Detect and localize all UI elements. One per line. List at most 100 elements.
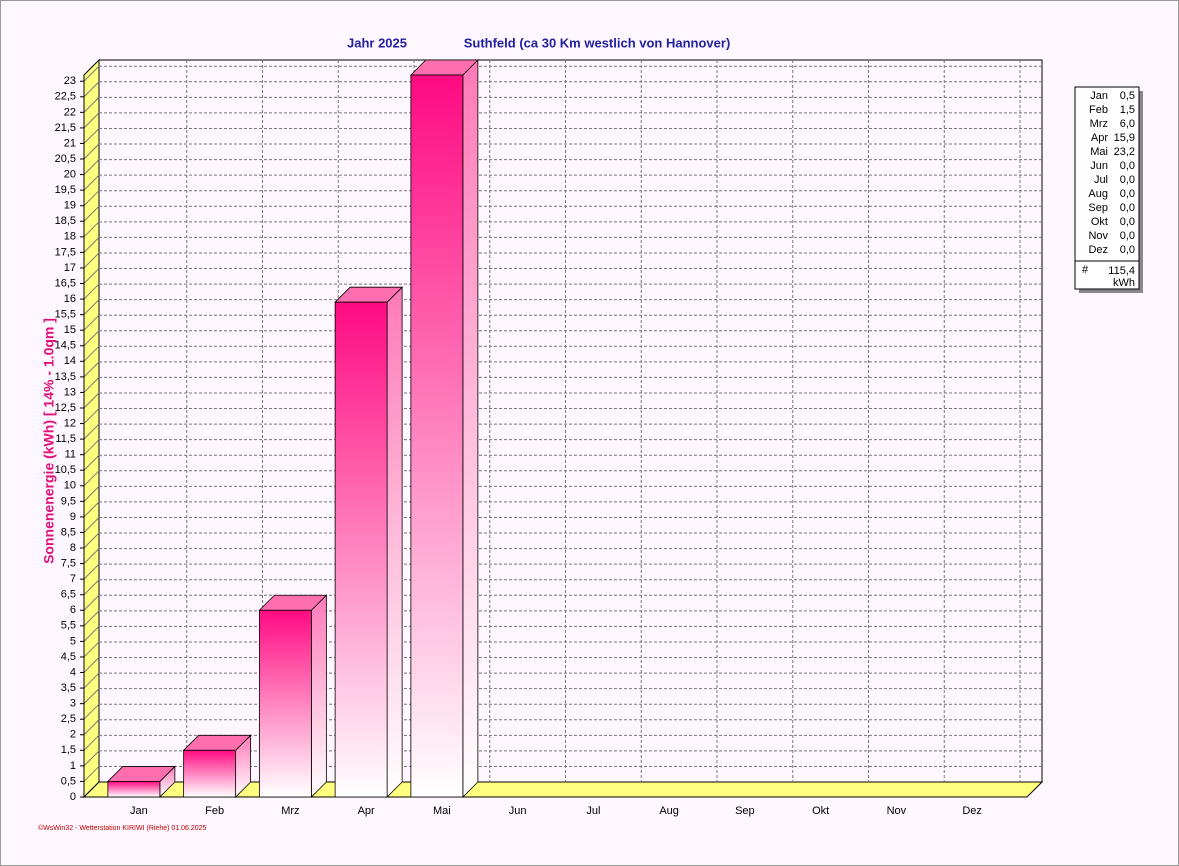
y-tick-label: 5,5 bbox=[61, 620, 76, 632]
y-tick-label: 13,5 bbox=[55, 371, 76, 383]
back-wall bbox=[98, 59, 1043, 783]
grid-line-side bbox=[83, 65, 100, 82]
grid-line-side bbox=[83, 81, 100, 98]
legend-month: Feb bbox=[1089, 104, 1108, 116]
grid-line-side bbox=[83, 641, 100, 658]
bar bbox=[183, 749, 237, 798]
y-tick-label: 15,5 bbox=[55, 309, 76, 321]
legend-value: 0,0 bbox=[1120, 202, 1135, 214]
legend-value: 0,5 bbox=[1120, 90, 1135, 102]
grid-line-side bbox=[83, 299, 100, 315]
grid-line-side bbox=[83, 283, 100, 300]
legend-value: 0,0 bbox=[1120, 160, 1135, 172]
y-tick-label: 12,5 bbox=[55, 402, 76, 414]
bar-side bbox=[386, 286, 403, 798]
grid-line-side bbox=[83, 657, 100, 673]
x-tick-label: Jun bbox=[509, 805, 527, 817]
legend-unit: kWh bbox=[1113, 277, 1135, 289]
y-tick-label: 12 bbox=[64, 417, 76, 429]
grid-line-side bbox=[83, 392, 100, 409]
y-tick-label: 20,5 bbox=[55, 153, 76, 165]
grid-line-side bbox=[83, 548, 100, 564]
x-tick-label: Jan bbox=[130, 805, 148, 817]
grid-line-side bbox=[83, 190, 100, 207]
x-tick-label: Sep bbox=[735, 805, 755, 817]
grid-line-side bbox=[83, 594, 100, 611]
grid-line-side bbox=[83, 517, 100, 533]
legend-month: Okt bbox=[1091, 216, 1108, 228]
y-tick-label: 21,5 bbox=[55, 122, 76, 134]
grid-line-side bbox=[83, 361, 100, 378]
y-tick-label: 18,5 bbox=[55, 215, 76, 227]
y-tick-label: 22 bbox=[64, 106, 76, 118]
legend-month: Jan bbox=[1090, 90, 1108, 102]
y-tick-label: 11,5 bbox=[55, 433, 76, 445]
chart-subtitle: Suthfeld (ca 30 Km westlich von Hannover… bbox=[464, 35, 731, 50]
y-tick-label: 3,5 bbox=[61, 682, 76, 694]
grid-line-side bbox=[83, 237, 100, 253]
grid-line-side bbox=[83, 143, 100, 160]
plot: 00,511,522,533,544,555,566,577,588,599,5… bbox=[55, 58, 1044, 817]
y-tick-label: 19 bbox=[64, 200, 76, 212]
grid-line-side bbox=[83, 423, 100, 440]
x-tick-label: Jul bbox=[586, 805, 600, 817]
y-tick-label: 4 bbox=[70, 666, 76, 678]
legend-month: Mai bbox=[1090, 146, 1108, 158]
x-tick-label: Mai bbox=[433, 805, 451, 817]
legend-total-symbol: # bbox=[1082, 264, 1089, 276]
x-tick-label: Aug bbox=[659, 805, 679, 817]
y-tick-label: 20 bbox=[64, 168, 76, 180]
legend-value: 1,5 bbox=[1120, 104, 1135, 116]
grid-line-side bbox=[83, 719, 100, 736]
y-tick-label: 7 bbox=[70, 573, 76, 585]
legend-value: 0,0 bbox=[1120, 244, 1135, 256]
legend-month: Jul bbox=[1094, 174, 1108, 186]
grid-line-side bbox=[83, 626, 100, 642]
y-tick-label: 23 bbox=[64, 75, 76, 87]
y-tick-label: 21 bbox=[64, 137, 76, 149]
y-tick-label: 8 bbox=[70, 542, 76, 554]
legend-month: Jun bbox=[1090, 160, 1108, 172]
bar bbox=[258, 609, 312, 798]
grid-line-side bbox=[83, 221, 100, 238]
y-tick-label: 0,5 bbox=[61, 775, 76, 787]
grid-line-side bbox=[83, 454, 100, 471]
legend: # 115,4 kWh Jan 0,5 Feb 1,5 Mrz 6,0 Apr 15,9 Mai… bbox=[1074, 86, 1143, 293]
bar-side bbox=[310, 594, 327, 798]
bar bbox=[334, 301, 388, 798]
x-tick-label: Nov bbox=[887, 805, 907, 817]
y-tick-label: 6 bbox=[70, 604, 76, 616]
grid-line-side bbox=[83, 766, 100, 782]
grid-line-side bbox=[83, 112, 100, 129]
legend-month: Nov bbox=[1088, 230, 1108, 242]
legend-value: 15,9 bbox=[1114, 132, 1135, 144]
y-tick-label: 6,5 bbox=[61, 589, 76, 601]
y-tick-label: 22,5 bbox=[55, 91, 76, 103]
grid-line-side bbox=[83, 501, 100, 518]
y-tick-label: 9,5 bbox=[61, 495, 76, 507]
grid-line-side bbox=[83, 734, 100, 751]
legend-value: 0,0 bbox=[1120, 216, 1135, 228]
x-tick-label: Feb bbox=[205, 805, 224, 817]
legend-month: Apr bbox=[1091, 132, 1108, 144]
bar bbox=[107, 781, 161, 798]
x-tick-label: Okt bbox=[812, 805, 829, 817]
y-tick-label: 10 bbox=[64, 480, 76, 492]
grid-line-side bbox=[83, 252, 100, 269]
grid-line-side bbox=[83, 532, 100, 549]
legend-value: 6,0 bbox=[1120, 118, 1135, 130]
legend-month: Sep bbox=[1088, 202, 1108, 214]
legend-total: 115,4 bbox=[1108, 265, 1135, 277]
y-tick-label: 1,5 bbox=[61, 744, 76, 756]
legend-value: 0,0 bbox=[1120, 174, 1135, 186]
y-tick-label: 8,5 bbox=[61, 526, 76, 538]
y-tick-label: 18 bbox=[64, 231, 76, 243]
bar-side bbox=[462, 59, 479, 798]
x-tick-label: Dez bbox=[962, 805, 982, 817]
legend-value: 23,2 bbox=[1114, 146, 1135, 158]
grid-line-side bbox=[83, 205, 100, 222]
grid-line-side bbox=[83, 408, 100, 424]
legend-value: 0,0 bbox=[1120, 188, 1135, 200]
grid-line-side bbox=[83, 330, 100, 347]
